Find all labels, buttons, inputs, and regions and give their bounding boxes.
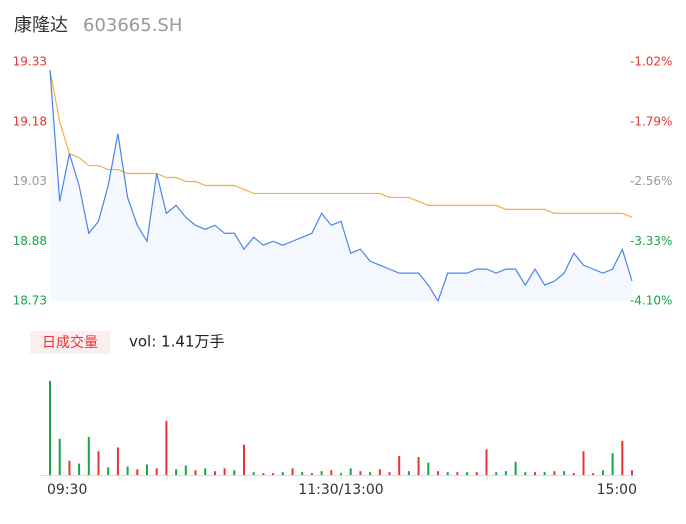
volume-bar [611,453,614,475]
volume-bar [272,473,275,475]
volume-bar [543,472,546,475]
y-tick-label: 19.33 [13,55,47,69]
price-area [50,69,632,301]
y-tick-label: 19.03 [13,174,47,188]
volume-bar [87,437,90,475]
y2-tick-label: -1.02% [630,55,672,69]
volume-bar [427,462,430,475]
volume-bar [572,473,575,475]
volume-bar [601,470,604,475]
volume-bar [107,467,110,475]
volume-tag-bg [30,331,110,354]
volume-bar [194,470,197,475]
volume-bar [417,456,420,475]
volume-bar [582,451,585,475]
volume-bar [126,466,129,475]
y2-tick-label: -1.79% [630,114,672,128]
x-tick-label: 15:00 [597,482,637,498]
volume-bar [475,472,478,475]
volume-bar [204,468,207,475]
x-tick-label: 09:30 [47,482,87,498]
y2-tick-label: -3.33% [630,234,672,248]
volume-bar [175,469,178,475]
volume-bar [349,468,352,475]
volume-bar [621,440,624,475]
volume-bar [359,471,362,475]
volume-bar [165,420,168,475]
volume-bar [155,468,158,475]
volume-bar [136,469,139,475]
volume-bar [388,472,391,475]
volume-bar [68,460,71,475]
volume-bar [378,469,381,475]
volume-tag: 日成交量 [42,334,98,351]
volume-bar [407,471,410,475]
price-line [49,69,633,303]
volume-bar [495,472,498,475]
volume-bar [369,472,372,475]
volume-bar [97,451,100,475]
volume-bar [146,464,148,475]
volume-bar [233,470,236,475]
volume-bar [262,473,265,475]
volume-bar [514,461,517,475]
volume-bar [398,456,401,475]
volume-bar [524,472,527,475]
volume-bar [631,470,633,475]
volume-bar [78,463,81,475]
volume-bar [534,472,536,475]
volume-bar [592,473,595,475]
volume-bar [340,473,342,475]
volume-bar [330,470,333,475]
volume-bar [243,444,245,475]
volume-bar [301,472,304,475]
y2-tick-label: -2.56% [630,174,672,188]
x-tick-label: 11:30/13:00 [298,482,383,498]
volume-bar [563,471,566,475]
volume-bar [116,447,119,475]
volume-bar [58,438,61,475]
volume-bar [49,380,51,475]
volume-total: vol: 1.41万手 [129,333,224,351]
volume-bar [485,449,488,475]
stock-code: 603665.SH [83,15,182,36]
volume-bar [320,471,323,475]
volume-bar [504,471,507,475]
volume-bar [456,472,459,475]
volume-bar [437,471,439,475]
volume-bar [446,472,449,475]
volume-bar [252,472,255,475]
stock-name: 康隆达 [14,15,68,36]
volume-bar [291,468,294,475]
y-tick-label: 19.18 [13,114,47,128]
volume-bar [553,471,556,475]
y2-tick-label: -4.10% [630,294,672,308]
average-line [49,69,633,218]
volume-bar [184,465,187,475]
volume-bar [223,468,226,475]
y-tick-label: 18.88 [13,234,47,248]
volume-bar [281,472,284,475]
y-tick-label: 18.73 [13,294,47,308]
volume-bar [213,471,216,475]
volume-bar [466,472,469,475]
volume-bar [310,473,313,475]
